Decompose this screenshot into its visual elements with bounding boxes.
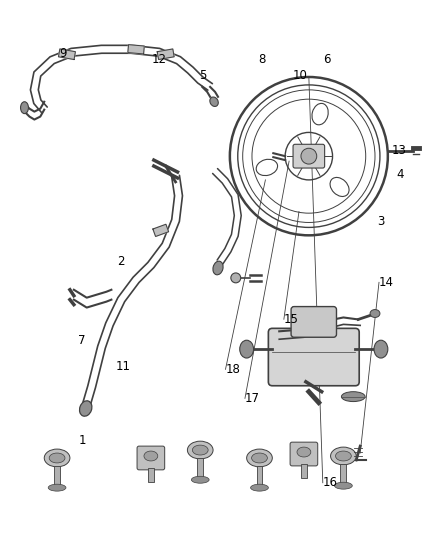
Circle shape [301, 148, 317, 164]
Ellipse shape [370, 310, 380, 318]
Ellipse shape [336, 451, 351, 461]
Polygon shape [153, 224, 169, 237]
Text: 13: 13 [392, 144, 407, 157]
Ellipse shape [247, 449, 272, 467]
Ellipse shape [342, 392, 365, 401]
Ellipse shape [49, 453, 65, 463]
Text: 17: 17 [245, 392, 260, 405]
Bar [197, 458, 203, 480]
Text: 16: 16 [323, 477, 338, 489]
Ellipse shape [240, 340, 254, 358]
FancyBboxPatch shape [291, 306, 336, 337]
Circle shape [231, 273, 241, 283]
Text: 12: 12 [152, 53, 167, 66]
Text: 14: 14 [379, 276, 394, 289]
FancyBboxPatch shape [137, 446, 165, 470]
Ellipse shape [251, 453, 267, 463]
Text: 5: 5 [200, 69, 207, 82]
Text: 9: 9 [59, 47, 67, 60]
Text: 4: 4 [396, 168, 404, 181]
Bar [148, 468, 154, 482]
Polygon shape [157, 49, 174, 60]
Bar [54, 466, 60, 488]
Ellipse shape [48, 484, 66, 491]
Text: 15: 15 [284, 313, 299, 326]
Text: 1: 1 [78, 434, 86, 447]
Ellipse shape [251, 484, 268, 491]
Ellipse shape [187, 441, 213, 459]
FancyBboxPatch shape [268, 328, 359, 386]
Text: 10: 10 [293, 69, 307, 82]
Text: 11: 11 [115, 360, 130, 373]
FancyBboxPatch shape [293, 144, 325, 168]
Ellipse shape [213, 261, 223, 275]
Bar [301, 464, 307, 478]
Ellipse shape [331, 447, 356, 465]
Text: 18: 18 [226, 363, 240, 376]
Bar [340, 464, 346, 486]
Ellipse shape [374, 340, 388, 358]
Text: 2: 2 [117, 255, 125, 268]
Ellipse shape [191, 477, 209, 483]
Polygon shape [59, 49, 75, 60]
Ellipse shape [210, 97, 218, 107]
Bar [257, 466, 262, 488]
Ellipse shape [144, 451, 158, 461]
Ellipse shape [297, 447, 311, 457]
Ellipse shape [44, 449, 70, 467]
Ellipse shape [335, 482, 352, 489]
Text: 7: 7 [78, 334, 86, 347]
FancyBboxPatch shape [290, 442, 318, 466]
Ellipse shape [80, 401, 92, 416]
Ellipse shape [192, 445, 208, 455]
Text: 8: 8 [258, 53, 265, 66]
Ellipse shape [21, 102, 28, 114]
Text: 6: 6 [323, 53, 330, 66]
Text: 3: 3 [377, 215, 384, 228]
Polygon shape [128, 45, 144, 54]
